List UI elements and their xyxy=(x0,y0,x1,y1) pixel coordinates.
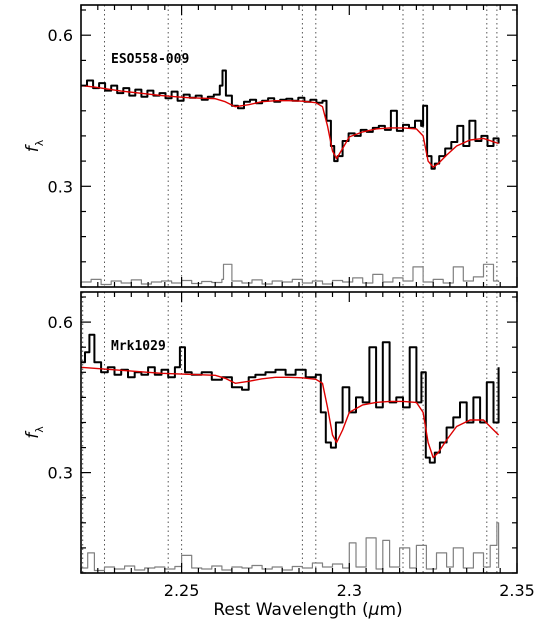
y-axis-label: fλ xyxy=(23,426,46,439)
y-tick-label: 0.6 xyxy=(48,313,73,332)
panel-label: Mrk1029 xyxy=(111,339,166,354)
x-tick-label: 2.35 xyxy=(499,581,535,600)
model-fit xyxy=(80,366,500,459)
x-tick-label: 2.25 xyxy=(164,581,200,600)
y-axis-label: fλ xyxy=(23,139,46,152)
observed-spectrum xyxy=(81,69,500,170)
top-panel-eso558-009: 0.3 0.6 ESO558-009 fλ xyxy=(23,4,518,288)
x-tick-label: 2.3 xyxy=(337,581,362,600)
residual-spectrum xyxy=(81,263,500,286)
x-axis-label: Rest Wavelength (μm) xyxy=(213,600,402,620)
bottom-panel-mrk1029: 0.3 0.6 2.25 2.3 2.35 Mrk1029 fλ xyxy=(23,291,535,600)
y-tick-label: 0.3 xyxy=(48,464,73,483)
panel-label: ESO558-009 xyxy=(111,52,189,67)
residual-spectrum xyxy=(81,522,500,572)
y-tick-label: 0.3 xyxy=(48,177,73,196)
model-fit xyxy=(80,84,499,168)
y-tick-label: 0.6 xyxy=(48,26,73,45)
